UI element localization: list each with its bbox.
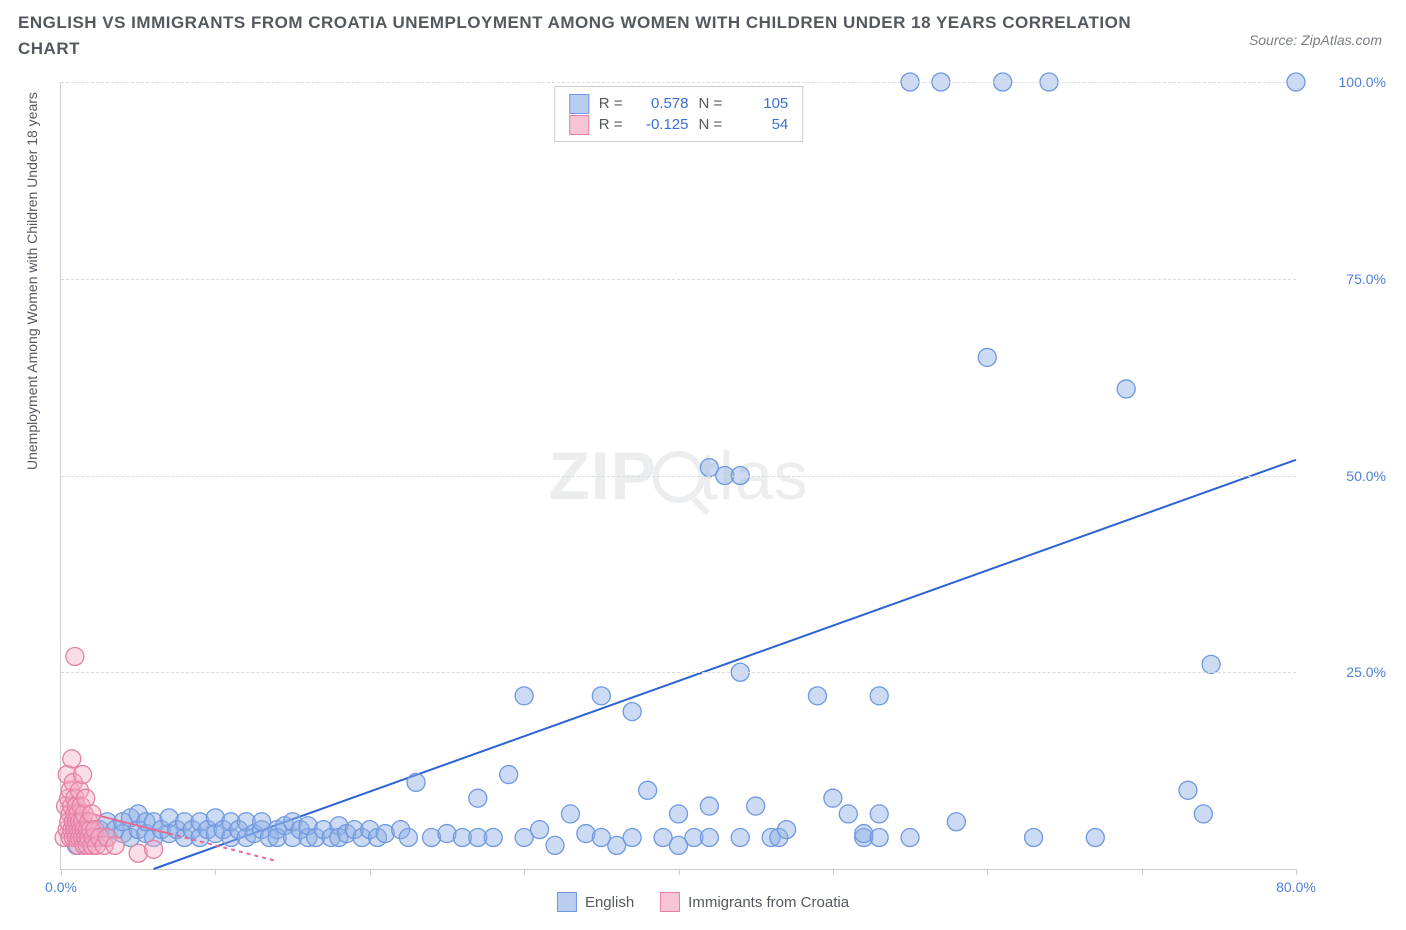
- data-point-english: [1179, 781, 1197, 799]
- data-point-english: [947, 813, 965, 831]
- data-point-english: [469, 789, 487, 807]
- data-point-english: [870, 687, 888, 705]
- data-point-english: [623, 703, 641, 721]
- data-point-english: [546, 836, 564, 854]
- data-point-english: [670, 805, 688, 823]
- data-point-english: [500, 766, 518, 784]
- x-tick-label: 80.0%: [1276, 879, 1316, 895]
- y-tick-label: 100.0%: [1306, 74, 1386, 90]
- data-point-english: [1086, 829, 1104, 847]
- data-point-english: [778, 821, 796, 839]
- x-tick-label: 0.0%: [45, 879, 77, 895]
- data-point-english: [731, 829, 749, 847]
- legend-item-croatia: Immigrants from Croatia: [660, 892, 849, 912]
- data-point-english: [747, 797, 765, 815]
- data-point-croatia: [63, 750, 81, 768]
- data-point-croatia: [145, 840, 163, 858]
- data-point-english: [870, 829, 888, 847]
- data-point-english: [901, 829, 919, 847]
- legend-label: Immigrants from Croatia: [688, 894, 849, 911]
- data-point-english: [870, 805, 888, 823]
- data-point-croatia: [83, 805, 101, 823]
- data-point-english: [700, 829, 718, 847]
- data-point-english: [978, 348, 996, 366]
- y-tick-label: 75.0%: [1306, 271, 1386, 287]
- data-point-english: [407, 773, 425, 791]
- plot-area: ZIPtlas R = 0.578 N = 105 R = -0.125 N =…: [60, 82, 1296, 870]
- data-point-english: [1194, 805, 1212, 823]
- data-point-english: [623, 829, 641, 847]
- data-point-english: [399, 829, 417, 847]
- source-attribution: Source: ZipAtlas.com: [1249, 32, 1382, 48]
- y-tick-label: 25.0%: [1306, 664, 1386, 680]
- data-point-english: [531, 821, 549, 839]
- data-point-english: [592, 687, 610, 705]
- data-point-english: [484, 829, 502, 847]
- data-point-english: [561, 805, 579, 823]
- data-point-english: [808, 687, 826, 705]
- data-point-english: [1025, 829, 1043, 847]
- data-point-english: [639, 781, 657, 799]
- data-point-english: [839, 805, 857, 823]
- data-point-croatia: [74, 766, 92, 784]
- swatch-english: [557, 892, 577, 912]
- y-tick-label: 50.0%: [1306, 468, 1386, 484]
- data-point-english: [1202, 655, 1220, 673]
- data-point-croatia: [66, 648, 84, 666]
- data-point-english: [1117, 380, 1135, 398]
- legend-item-english: English: [557, 892, 634, 912]
- legend-label: English: [585, 894, 634, 911]
- data-point-english: [515, 687, 533, 705]
- chart-title: ENGLISH VS IMMIGRANTS FROM CROATIA UNEMP…: [18, 10, 1186, 63]
- data-point-english: [824, 789, 842, 807]
- data-point-english: [700, 797, 718, 815]
- swatch-croatia: [660, 892, 680, 912]
- y-axis-label: Unemployment Among Women with Children U…: [24, 92, 40, 470]
- data-point-croatia: [106, 836, 124, 854]
- series-legend: English Immigrants from Croatia: [557, 892, 849, 912]
